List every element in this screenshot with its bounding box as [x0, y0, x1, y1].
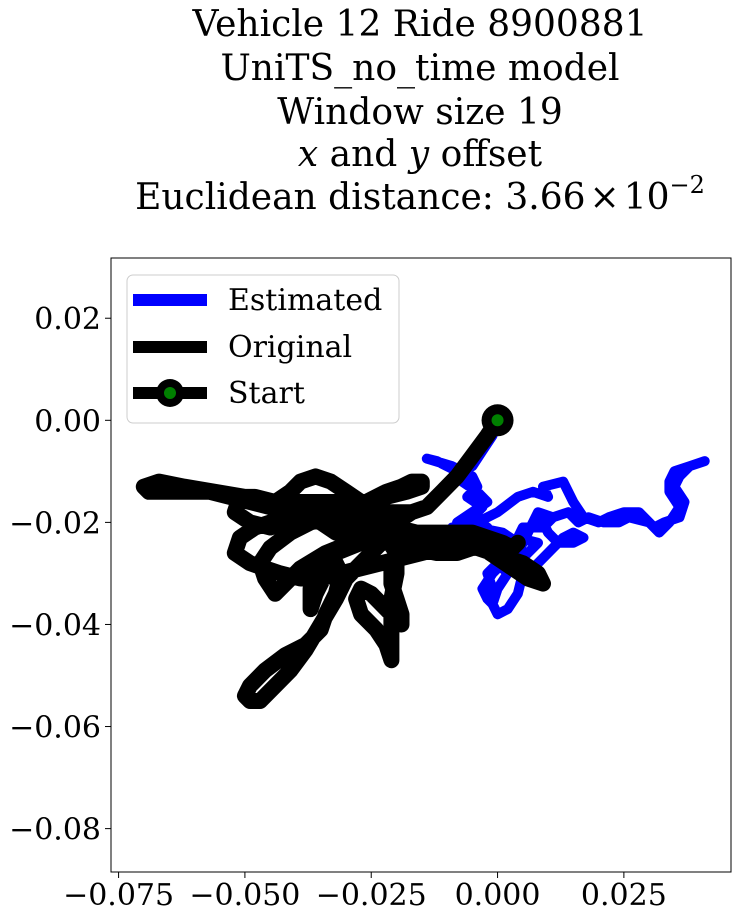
x-tick-label: −0.050 — [189, 878, 300, 913]
title-exponent: −2 — [670, 171, 705, 199]
axes-frame — [110, 257, 732, 873]
plot-area — [135, 404, 710, 709]
legend-original-label: Original — [228, 330, 352, 365]
legend-start-marker-inner — [164, 387, 176, 399]
title-x-variable: x — [298, 134, 318, 175]
x-tick-label: −0.075 — [63, 878, 174, 913]
y-tick-label: −0.02 — [9, 506, 101, 541]
legend-estimated-label: Estimated — [228, 283, 382, 318]
chart-title: Vehicle 12 Ride 8900881 UniTS_no_time mo… — [135, 4, 705, 218]
y-tick-label: −0.06 — [9, 711, 101, 746]
series-layer — [135, 404, 710, 709]
x-tick-label: −0.025 — [316, 878, 427, 913]
title-offset-word: offset — [429, 134, 542, 175]
title-base: 10 — [624, 177, 670, 218]
start-marker-inner — [491, 414, 504, 427]
title-and-word: and — [318, 134, 409, 175]
y-tick-label: −0.04 — [9, 608, 101, 643]
title-line-5: Euclidean distance: 3.66 × 10−2 — [135, 171, 705, 218]
x-axis: −0.075 −0.050 −0.025 0.000 0.025 — [63, 872, 667, 913]
legend-box — [126, 274, 400, 424]
title-line-3: Window size 19 — [277, 92, 563, 133]
x-tick-label: 0.000 — [455, 878, 541, 913]
title-distance-mantissa: 3.66 — [505, 177, 585, 218]
y-tick-label: −0.08 — [9, 813, 101, 848]
y-tick-label: 0.02 — [34, 302, 101, 337]
legend-start-label: Start — [228, 376, 305, 411]
x-tick-label: 0.025 — [581, 878, 667, 913]
series-original-line — [135, 412, 551, 709]
title-line-4: x and y offset — [298, 134, 543, 175]
title-times-sign: × — [590, 177, 620, 218]
y-tick-label: 0.00 — [34, 404, 101, 439]
title-y-variable: y — [407, 134, 430, 175]
title-distance-prefix: Euclidean distance: — [135, 177, 505, 218]
legend: Estimated Original Start — [126, 274, 400, 424]
title-line-2: UniTS_no_time model — [220, 48, 619, 89]
y-axis: 0.02 0.00 −0.02 −0.04 −0.06 −0.08 — [9, 302, 111, 848]
title-line-1: Vehicle 12 Ride 8900881 — [191, 4, 647, 45]
